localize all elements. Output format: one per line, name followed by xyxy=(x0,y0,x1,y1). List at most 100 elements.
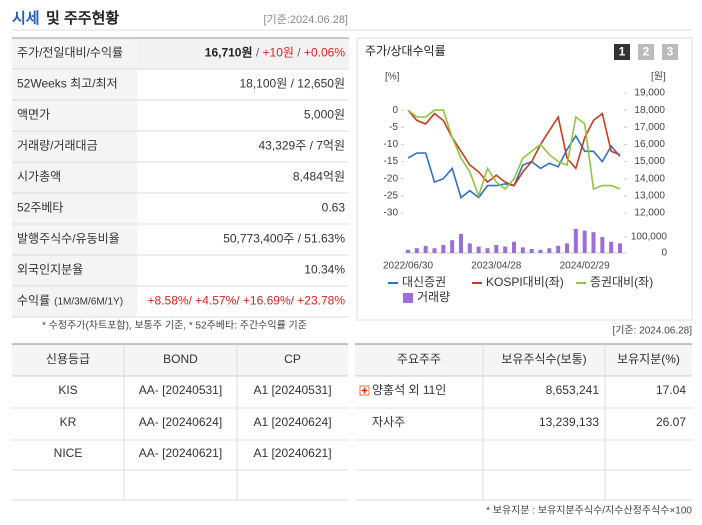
header-bg xyxy=(12,344,348,376)
legend-label[interactable]: 거래량 xyxy=(417,290,450,304)
label-text: 거래량/거래대금 xyxy=(17,139,98,153)
volume-bar xyxy=(591,232,596,253)
table-cell: AA- [20240531] xyxy=(139,383,222,397)
table-cell: NICE xyxy=(54,446,83,460)
value-part: 50,773,400주 / 51.63% xyxy=(223,232,345,246)
row-label: 시가총액 xyxy=(17,170,61,184)
table-cell: A1 [20240531] xyxy=(253,383,331,397)
volume-bar xyxy=(573,229,578,253)
y2-axis-unit: [원] xyxy=(651,71,666,83)
x-tick-label: 2022/06/30 xyxy=(383,261,433,272)
value-part: / xyxy=(294,46,304,60)
section-title-rest: 및 주주현황 xyxy=(46,9,119,27)
legend-swatch xyxy=(403,293,413,303)
volume-bar xyxy=(609,241,614,253)
table-cell: 양홍석 외 11인 xyxy=(372,383,446,397)
row-value: 43,329주 / 7억원 xyxy=(259,139,346,153)
value-part: 16,710원 xyxy=(205,46,253,60)
legend-label[interactable]: 증권대비(좌) xyxy=(590,275,653,289)
legend-label[interactable]: KOSPI대비(좌) xyxy=(486,275,564,289)
label-text: 수익률 xyxy=(17,294,50,308)
label-sub: (1M/3M/6M/1Y) xyxy=(54,296,123,307)
tab-label[interactable]: 2 xyxy=(643,45,650,59)
expand-plus[interactable] xyxy=(361,387,368,394)
chart-date: [기준: 2024.06.28] xyxy=(612,325,692,337)
label-cell xyxy=(12,131,137,162)
table-cell: KR xyxy=(60,415,77,429)
table-cell: AA- [20240624] xyxy=(139,415,222,429)
chart-title: 주가/상대수익률 xyxy=(365,44,446,58)
header-cell: 보유주식수(보통) xyxy=(501,352,586,366)
y2-tick-label: 16,000 xyxy=(634,139,665,150)
row-value: +8.58%/ +4.57%/ +16.69%/ +23.78% xyxy=(148,294,346,308)
volume-bar xyxy=(565,243,569,253)
y-tick-label: -15 xyxy=(384,156,399,167)
volume-bar xyxy=(476,246,481,253)
volume-bar xyxy=(547,248,552,253)
y2-tick-label: 12,000 xyxy=(634,208,665,219)
row-label: 52Weeks 최고/최저 xyxy=(17,77,118,91)
section-title: 시세 xyxy=(12,10,40,27)
table-cell: KIS xyxy=(58,383,77,397)
header-bg xyxy=(355,344,692,376)
table-cell: 8,653,241 xyxy=(546,383,600,397)
volume-bar xyxy=(503,246,508,253)
y2-tick-label: 13,000 xyxy=(634,190,665,201)
value-part: +0.06% xyxy=(304,46,345,60)
row-label: 52주베타 xyxy=(17,201,63,215)
header-cell: 신용등급 xyxy=(46,352,90,366)
volume-bar xyxy=(529,249,534,253)
y-tick-label: -20 xyxy=(384,173,399,184)
row-value: 0.63 xyxy=(322,201,346,215)
y-tick-label: -5 xyxy=(389,122,398,133)
label-cell xyxy=(12,286,137,317)
volume-bar xyxy=(600,237,605,253)
x-tick-label: 2023/04/28 xyxy=(471,261,521,272)
tab[interactable] xyxy=(638,44,654,60)
label-text: 외국인지분율 xyxy=(17,263,83,277)
volume-bar xyxy=(414,248,419,253)
volume-bar xyxy=(459,233,463,253)
series-line xyxy=(407,109,621,187)
tab-label[interactable]: 3 xyxy=(667,45,674,59)
volume-bar xyxy=(441,245,446,253)
y2-tick-label: 17,000 xyxy=(634,122,665,133)
header-cell: BOND xyxy=(163,352,198,366)
y2-tick-label: 19,000 xyxy=(634,88,665,99)
value-part: 10.34% xyxy=(304,263,345,277)
label-cell xyxy=(12,224,137,255)
volume-bar xyxy=(538,249,543,253)
series-line xyxy=(407,109,621,199)
row-value: 50,773,400주 / 51.63% xyxy=(223,232,345,246)
table-cell: A1 [20240624] xyxy=(253,415,331,429)
base-date: [기준:2024.06.28] xyxy=(264,13,348,26)
table-cell: 자사주 xyxy=(372,415,405,429)
value-part: / xyxy=(253,46,263,60)
label-cell xyxy=(12,69,137,100)
y2-tick-label: 15,000 xyxy=(634,156,665,167)
header-cell: 보유지분(%) xyxy=(617,352,680,366)
label-text: 주가/전일대비/수익률 xyxy=(17,46,123,60)
volume-bar xyxy=(423,245,428,253)
volume-bar xyxy=(406,249,410,253)
label-cell xyxy=(12,255,137,286)
row-label: 수익률 (1M/3M/6M/1Y) xyxy=(17,294,123,308)
value-part: 5,000원 xyxy=(304,108,345,122)
volume-bar xyxy=(618,243,622,253)
volume-bar xyxy=(556,245,561,253)
table-cell: 26.07 xyxy=(656,415,686,429)
tab[interactable] xyxy=(662,44,678,60)
tab[interactable] xyxy=(614,44,630,60)
label-cell xyxy=(12,193,137,224)
volume-bar xyxy=(467,243,472,253)
legend-label[interactable]: 대신증권 xyxy=(402,275,446,289)
row-value: 18,100원 / 12,650원 xyxy=(240,77,346,91)
label-text: 시가총액 xyxy=(17,170,61,184)
tab-label[interactable]: 1 xyxy=(619,45,626,59)
y-tick-label: -30 xyxy=(384,208,399,219)
volume-bar xyxy=(582,230,587,253)
header-cell: 주요주주 xyxy=(397,352,441,366)
volume-bar xyxy=(450,240,455,253)
y-tick-label: -25 xyxy=(384,190,399,201)
